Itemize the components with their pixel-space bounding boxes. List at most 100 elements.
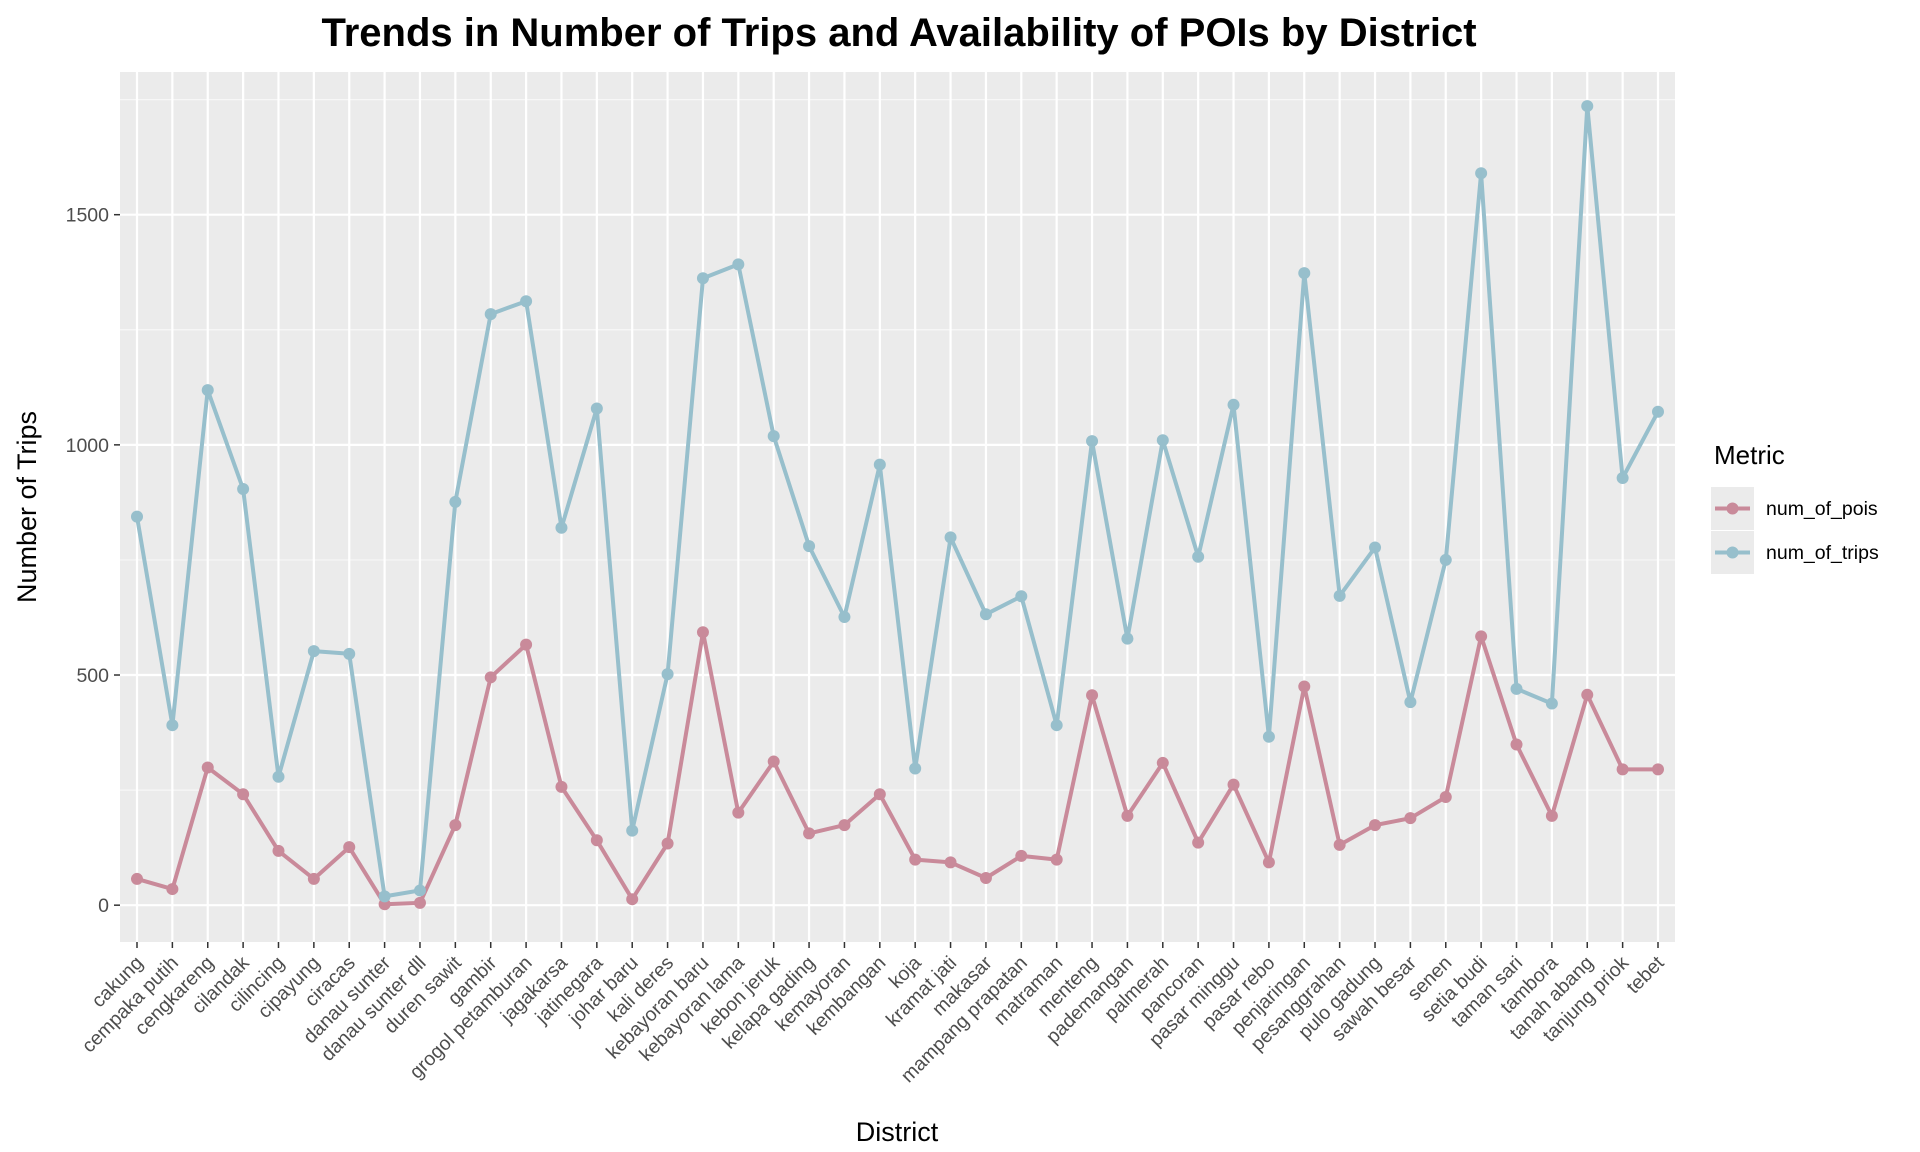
data-point — [131, 872, 143, 885]
data-point — [732, 258, 745, 271]
y-tick-label: 500 — [76, 665, 109, 687]
data-point — [1616, 472, 1629, 484]
plot-panel — [120, 72, 1675, 942]
legend-label: num_of_pois — [1766, 498, 1878, 520]
data-point — [626, 893, 639, 906]
data-point — [873, 788, 886, 801]
y-tick-label: 1500 — [66, 205, 110, 227]
data-point — [520, 638, 533, 651]
data-point — [1156, 756, 1169, 769]
data-point — [1121, 632, 1134, 645]
data-point — [131, 510, 143, 523]
data-point — [307, 872, 320, 885]
data-point — [803, 827, 816, 840]
data-point — [661, 668, 674, 681]
series-layer — [131, 100, 1664, 911]
data-point — [661, 837, 674, 850]
data-point — [1510, 738, 1523, 751]
legend-key-num-of-pois — [1711, 487, 1754, 530]
data-point — [944, 856, 957, 869]
data-point — [1192, 836, 1205, 849]
data-point — [909, 853, 922, 866]
data-point — [1581, 688, 1594, 701]
data-point — [1086, 435, 1099, 448]
data-point — [944, 531, 957, 544]
y-axis: 0 500 1000 1500 — [66, 205, 120, 917]
data-point — [520, 295, 533, 308]
data-point — [1262, 856, 1275, 869]
data-point — [979, 608, 992, 621]
data-point — [555, 521, 568, 534]
data-point — [803, 540, 816, 553]
data-point — [272, 770, 285, 783]
data-point — [201, 761, 214, 774]
data-point — [1545, 697, 1558, 710]
data-point — [1015, 849, 1028, 862]
data-point — [1192, 550, 1205, 563]
data-point — [166, 883, 179, 896]
data-point — [449, 819, 462, 832]
grid-layer — [120, 72, 1675, 942]
data-point — [1652, 405, 1664, 418]
data-point — [732, 806, 745, 819]
y-axis-title: Number of Trips — [12, 411, 42, 603]
data-point — [413, 884, 426, 897]
x-tick-label: tebet — [1622, 952, 1669, 999]
data-point — [873, 458, 886, 471]
data-point — [767, 755, 780, 768]
legend-label: num_of_trips — [1766, 542, 1879, 564]
data-point — [1545, 809, 1558, 822]
data-point — [1475, 630, 1488, 643]
data-point — [1298, 267, 1311, 280]
data-point — [590, 834, 603, 847]
data-point — [626, 824, 639, 837]
data-point — [1581, 100, 1594, 113]
data-point — [1404, 812, 1417, 825]
data-point — [166, 719, 179, 732]
data-point — [201, 384, 214, 397]
legend-title: Metric — [1714, 440, 1785, 470]
data-point — [1439, 791, 1452, 803]
legend-key-point — [1726, 502, 1739, 515]
chart-title: Trends in Number of Trips and Availabili… — [321, 11, 1476, 55]
data-point — [1369, 819, 1382, 832]
legend-key-point — [1726, 546, 1739, 559]
data-point — [1227, 778, 1240, 791]
data-point — [979, 872, 992, 885]
data-point — [1015, 590, 1028, 603]
data-point — [1616, 763, 1629, 776]
data-point — [555, 780, 568, 793]
data-point — [590, 402, 603, 415]
data-point — [1050, 853, 1063, 866]
legend: Metric num_of_pois num_of_trips — [1711, 440, 1879, 574]
data-point — [1510, 682, 1523, 695]
series-num-of-pois — [131, 626, 1664, 911]
data-point — [1333, 838, 1346, 851]
data-point — [838, 819, 851, 832]
data-point — [909, 762, 922, 775]
y-tick-label: 1000 — [66, 435, 110, 457]
data-point — [343, 647, 356, 660]
data-point — [838, 611, 851, 624]
series-num-of-trips — [131, 100, 1664, 903]
data-point — [413, 896, 426, 909]
data-point — [272, 844, 285, 857]
data-point — [767, 430, 780, 443]
data-point — [696, 626, 709, 639]
data-point — [1475, 167, 1488, 180]
data-point — [1439, 553, 1452, 566]
data-point — [484, 308, 497, 321]
data-point — [1050, 719, 1063, 732]
data-point — [237, 788, 250, 801]
data-point — [343, 841, 356, 854]
data-point — [484, 671, 497, 684]
legend-key-num-of-trips — [1711, 531, 1754, 574]
data-point — [1404, 696, 1417, 709]
data-point — [449, 495, 462, 508]
data-point — [1086, 689, 1099, 702]
data-point — [1121, 809, 1134, 822]
data-point — [1227, 398, 1240, 411]
